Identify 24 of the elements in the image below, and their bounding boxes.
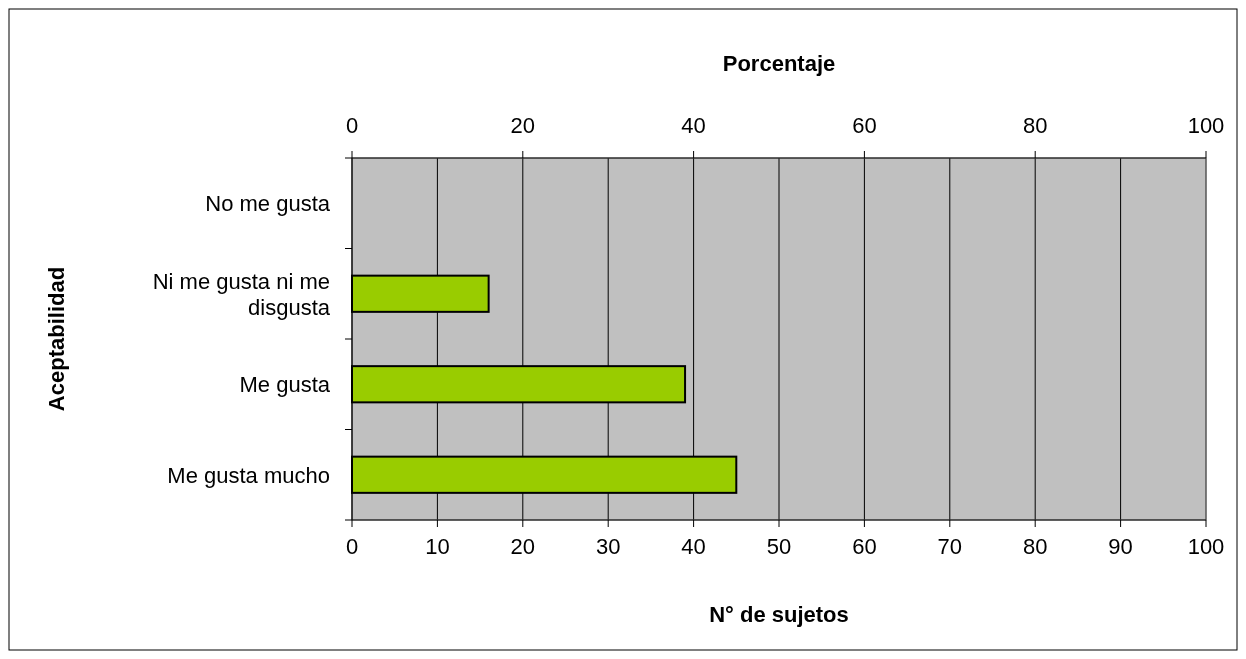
y-tick-label: Me gusta (239, 371, 331, 397)
y-axis-title: Aceptabilidad (44, 266, 69, 412)
x2-tick-label: 40 (681, 113, 706, 138)
x-tick-label: 80 (1022, 534, 1048, 559)
x2-tick-label: 0 (345, 113, 359, 138)
x-tick-label: 70 (937, 534, 963, 559)
x-tick-label: 10 (425, 534, 450, 559)
x-tick-label: 90 (1108, 534, 1133, 559)
x2-tick-label: 100 (1187, 113, 1225, 138)
x-tick-label: 40 (681, 534, 706, 559)
y-tick-label: Me gusta mucho (167, 462, 330, 488)
x2-tick-label: 80 (1022, 113, 1048, 138)
x-tick-label: 50 (766, 534, 792, 559)
x2-tick-label: 60 (852, 113, 877, 138)
y-tick-label: No me gusta (205, 190, 331, 216)
x-tick-label: 100 (1187, 534, 1225, 559)
x-tick-label: 0 (345, 534, 359, 559)
y-tick-label: Ni me gusta ni me disgusta (152, 268, 331, 320)
x2-axis-title: Porcentaje (722, 51, 836, 76)
x-tick-label: 20 (510, 534, 536, 559)
x-tick-label: 60 (852, 534, 877, 559)
x2-tick-label: 20 (510, 113, 536, 138)
x-axis-title: N° de sujetos (709, 602, 849, 627)
x-tick-label: 30 (595, 534, 621, 559)
